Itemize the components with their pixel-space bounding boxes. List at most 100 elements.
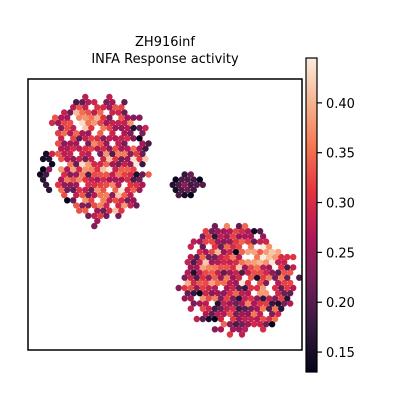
data-point xyxy=(121,119,128,127)
data-point xyxy=(88,145,95,152)
data-point xyxy=(63,166,71,173)
data-point xyxy=(229,295,237,302)
data-point xyxy=(103,191,110,199)
data-point xyxy=(91,191,98,199)
data-point xyxy=(82,186,89,194)
data-point xyxy=(88,124,95,132)
data-point xyxy=(202,269,209,276)
data-point xyxy=(196,259,203,266)
data-point xyxy=(187,295,194,302)
data-point xyxy=(253,253,261,261)
data-point xyxy=(226,228,234,235)
data-point xyxy=(232,321,240,328)
data-point xyxy=(250,259,258,266)
data-point xyxy=(223,264,231,271)
data-point xyxy=(268,269,276,276)
data-point xyxy=(115,109,122,116)
data-point xyxy=(208,279,216,287)
data-point xyxy=(187,181,194,188)
data-point xyxy=(211,295,219,302)
data-point xyxy=(199,253,206,261)
data-point xyxy=(100,155,107,163)
data-point xyxy=(115,181,122,188)
data-point xyxy=(247,274,255,281)
data-point xyxy=(88,166,95,173)
data-point xyxy=(94,166,101,173)
data-point xyxy=(256,279,264,287)
data-point xyxy=(109,150,116,157)
data-point xyxy=(187,253,194,261)
data-point xyxy=(284,284,291,292)
data-point xyxy=(112,145,119,152)
data-point xyxy=(58,124,65,132)
data-point xyxy=(76,104,83,111)
data-point xyxy=(63,155,71,163)
data-point xyxy=(79,119,86,127)
data-point xyxy=(259,295,267,302)
data-point xyxy=(130,124,137,132)
data-point xyxy=(244,269,252,276)
data-point xyxy=(91,99,98,106)
data-point xyxy=(172,176,179,183)
data-point xyxy=(130,186,137,194)
data-point xyxy=(145,140,152,147)
data-point xyxy=(82,145,89,152)
data-point xyxy=(39,176,47,183)
data-point xyxy=(202,290,209,297)
data-point xyxy=(217,253,225,261)
data-point xyxy=(284,274,291,281)
data-point xyxy=(85,140,92,147)
data-point xyxy=(70,197,77,204)
data-point xyxy=(94,186,101,194)
data-point xyxy=(58,176,65,183)
data-point xyxy=(229,315,237,323)
data-point xyxy=(70,124,77,132)
data-point xyxy=(124,135,131,142)
data-point xyxy=(79,150,86,157)
data-point xyxy=(106,93,113,101)
data-point xyxy=(214,238,222,245)
data-point xyxy=(91,109,98,116)
plot-area xyxy=(27,78,303,351)
data-point xyxy=(271,315,279,323)
data-point xyxy=(256,228,264,235)
data-point xyxy=(202,238,209,245)
data-point xyxy=(235,284,243,292)
data-point xyxy=(235,233,243,240)
data-point xyxy=(238,238,246,245)
data-point xyxy=(208,290,216,297)
data-point xyxy=(281,300,288,307)
data-point xyxy=(97,140,104,147)
data-point xyxy=(88,186,95,194)
data-point xyxy=(85,202,92,209)
data-point xyxy=(91,171,98,178)
data-point xyxy=(250,238,258,245)
data-point xyxy=(73,109,80,116)
data-point xyxy=(284,295,291,302)
data-point xyxy=(214,290,222,297)
data-point xyxy=(91,202,98,209)
data-point xyxy=(211,222,219,230)
data-point xyxy=(97,202,104,209)
data-point xyxy=(76,186,83,194)
data-point xyxy=(42,181,50,188)
data-point xyxy=(106,166,113,173)
data-point xyxy=(208,269,216,276)
data-point xyxy=(139,171,146,178)
data-point xyxy=(217,295,225,302)
data-point xyxy=(109,191,116,199)
data-point xyxy=(241,264,249,271)
data-point xyxy=(118,166,125,173)
data-point xyxy=(97,130,104,137)
data-point xyxy=(232,238,240,245)
data-point xyxy=(100,197,107,204)
data-point xyxy=(79,202,86,209)
data-point xyxy=(220,269,228,276)
data-point xyxy=(115,191,122,199)
data-point xyxy=(85,119,92,127)
data-point xyxy=(256,300,264,307)
data-point xyxy=(127,119,134,127)
data-point xyxy=(175,191,182,199)
data-point xyxy=(100,124,107,132)
data-point xyxy=(58,145,65,152)
